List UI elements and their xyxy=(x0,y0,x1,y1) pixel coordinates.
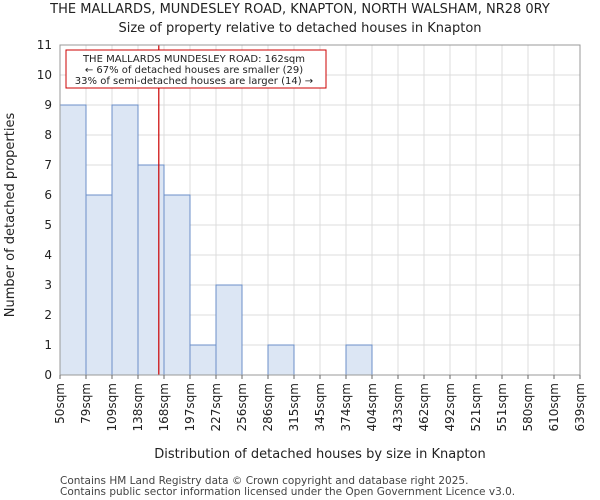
x-axis-label: Distribution of detached houses by size … xyxy=(154,447,486,462)
y-tick-label: 7 xyxy=(44,158,52,172)
x-tick-label: 345sqm xyxy=(313,383,327,431)
annotation-box: THE MALLARDS MUNDESLEY ROAD: 162sqm ← 67… xyxy=(65,49,327,89)
x-tick-label: 433sqm xyxy=(391,383,405,431)
x-tick-label: 50sqm xyxy=(53,383,67,424)
annotation-line-1: THE MALLARDS MUNDESLEY ROAD: 162sqm xyxy=(82,54,305,65)
bar-50sqm xyxy=(59,104,87,376)
bar-197sqm xyxy=(189,344,217,376)
annotation-line-2: ← 67% of detached houses are smaller (29… xyxy=(85,65,303,76)
y-tick-label: 11 xyxy=(37,38,52,52)
y-tick-label: 4 xyxy=(44,248,52,262)
annotation-rect xyxy=(65,49,327,89)
bar-79sqm xyxy=(85,194,113,376)
x-tick-label: 256sqm xyxy=(235,383,249,431)
x-tick-labels: 50sqm 79sqm 109sqm 138sqm 168sqm 197sqm 227sqm… xyxy=(53,375,587,431)
x-tick-label: 404sqm xyxy=(365,383,379,431)
x-tick-label: 492sqm xyxy=(443,383,457,431)
x-tick-label: 79sqm xyxy=(79,383,93,424)
x-tick-label: 109sqm xyxy=(105,383,119,431)
footer-line-1: Contains HM Land Registry data © Crown c… xyxy=(60,475,468,487)
x-tick-label: 580sqm xyxy=(521,383,535,431)
x-tick-label: 374sqm xyxy=(339,383,353,431)
y-tick-label: 1 xyxy=(44,338,52,352)
x-tick-label: 462sqm xyxy=(417,383,431,431)
x-tick-label: 227sqm xyxy=(209,383,223,431)
x-tick-label: 197sqm xyxy=(183,383,197,431)
bar-109sqm xyxy=(111,104,139,376)
x-tick-label: 551sqm xyxy=(495,383,509,431)
x-tick-label: 138sqm xyxy=(131,383,145,431)
bar-286sqm xyxy=(267,344,295,376)
x-tick-label: 286sqm xyxy=(261,383,275,431)
bar-138sqm xyxy=(137,164,165,376)
x-tick-label: 315sqm xyxy=(287,383,301,431)
chart-title: THE MALLARDS, MUNDESLEY ROAD, KNAPTON, N… xyxy=(49,2,550,17)
y-tick-label: 9 xyxy=(44,98,52,112)
footer-line-2: Contains public sector information licen… xyxy=(60,486,515,498)
x-tick-label: 639sqm xyxy=(573,383,587,431)
bar-227sqm xyxy=(215,284,243,376)
y-tick-label: 0 xyxy=(44,368,52,382)
x-tick-label: 521sqm xyxy=(469,383,483,431)
bar-374sqm xyxy=(345,344,373,376)
y-tick-label: 6 xyxy=(44,188,52,202)
bar-168sqm xyxy=(163,194,191,376)
y-tick-label: 5 xyxy=(44,218,52,232)
x-tick-label: 610sqm xyxy=(547,383,561,431)
y-tick-label: 2 xyxy=(44,308,52,322)
bars xyxy=(59,104,373,376)
chart-subtitle: Size of property relative to detached ho… xyxy=(118,21,481,36)
y-tick-label: 3 xyxy=(44,278,52,292)
y-tick-label: 8 xyxy=(44,128,52,142)
x-tick-label: 168sqm xyxy=(157,383,171,431)
y-tick-label: 10 xyxy=(37,68,52,82)
y-tick-labels: 0 1 2 3 4 5 6 7 8 9 10 11 xyxy=(37,38,52,382)
annotation-line-3: 33% of semi-detached houses are larger (… xyxy=(75,76,313,87)
y-axis-label: Number of detached properties xyxy=(3,113,18,318)
